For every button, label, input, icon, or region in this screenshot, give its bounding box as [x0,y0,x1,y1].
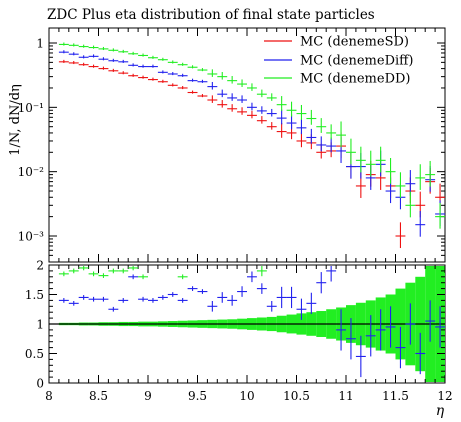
ratio-y-tick-label: 0.5 [25,347,44,361]
legend-label-diff: MC (denemeDiff) [300,54,413,69]
y-tick-label: 10⁻¹ [18,101,44,115]
x-tick-label: 11 [338,389,353,403]
x-tick-label: 8 [45,389,53,403]
ratio-y-tick-label: 1 [36,318,44,332]
x-tick-label: 10.5 [283,389,310,403]
ratio-uncertainty-band [49,266,445,382]
y-axis-label: 1/N, dN/dη [8,84,23,156]
legend-entry-sd: MC (denemeSD) [264,35,409,50]
legend-label-dd: MC (denemeDD) [300,72,410,87]
legend: MC (denemeSD) MC (denemeDiff) MC (deneme… [264,35,413,87]
main-y-axis: 1 10⁻¹ 10⁻² 10⁻³ [18,28,446,262]
series-2 [58,42,445,229]
ratio-y-tick-label: 2 [36,259,44,273]
x-tick-label: 9 [144,389,152,403]
legend-label-sd: MC (denemeSD) [300,35,409,50]
chart-title: ZDC Plus eta distribution of final state… [47,7,375,23]
y-tick-label: 1 [36,37,44,51]
ratio-y-tick-label: 0 [36,377,44,391]
main-data-series [58,42,445,249]
ratio-axes: 00.511.528 8.5 9 9.5 10 10.5 11 11.5 12 [25,259,453,404]
x-axis-label: η [436,403,445,419]
x-tick-label: 10 [239,389,254,403]
x-tick-label: 8.5 [89,389,108,403]
ratio-series-0 [58,266,445,378]
y-tick-label: 10⁻³ [18,230,45,244]
x-tick-label: 12 [437,389,452,403]
ratio-series-1 [58,266,267,280]
x-tick-label: 9.5 [188,389,207,403]
ratio-y-tick-label: 1.5 [25,288,44,302]
x-tick-label: 11.5 [382,389,409,403]
y-tick-label: 10⁻² [18,165,45,179]
ratio-data-series [58,266,445,378]
legend-entry-dd: MC (denemeDD) [264,72,410,87]
legend-entry-diff: MC (denemeDiff) [264,54,413,69]
